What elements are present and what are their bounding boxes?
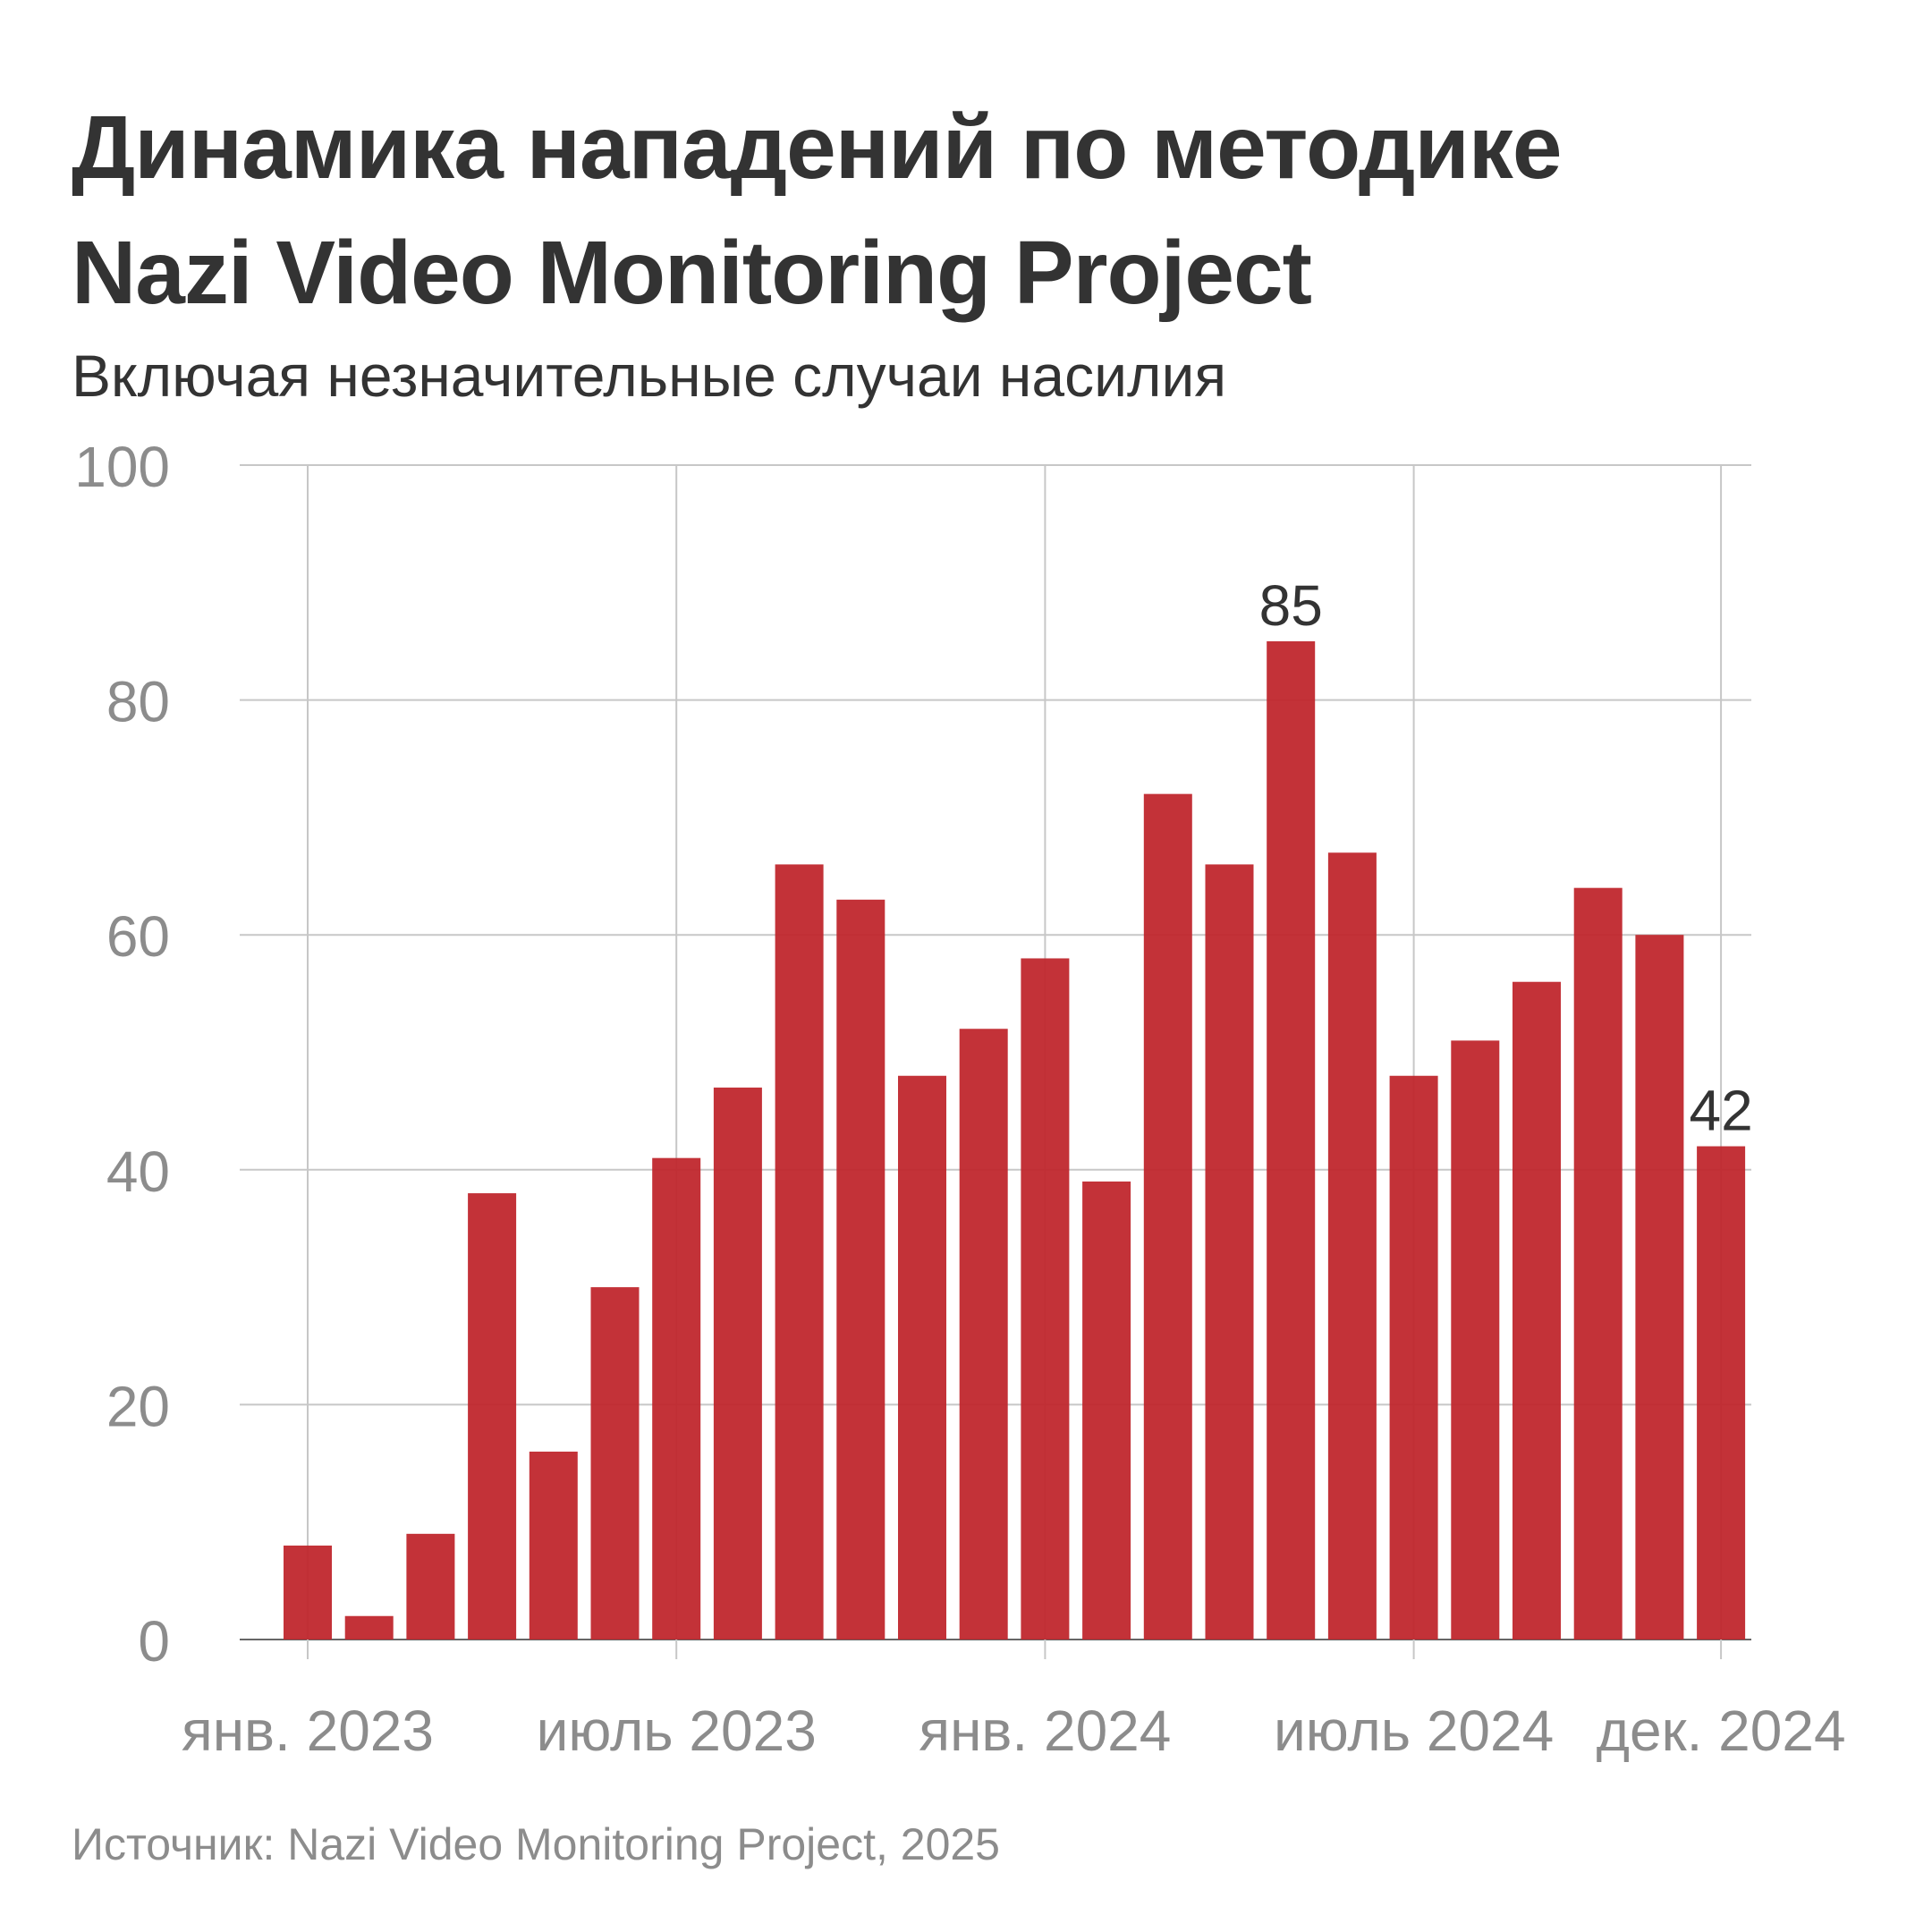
bar xyxy=(1513,981,1561,1640)
bar xyxy=(529,1451,578,1640)
bar xyxy=(959,1029,1008,1640)
bar xyxy=(1573,887,1623,1640)
bar xyxy=(1451,1040,1500,1640)
bar xyxy=(344,1615,394,1640)
chart-title-line1: Динамика нападений по методике xyxy=(72,97,1562,198)
bar xyxy=(898,1075,946,1640)
bar-value-label: 42 xyxy=(1690,1079,1753,1143)
bar xyxy=(1267,640,1316,1640)
y-tick-label: 100 xyxy=(74,435,170,499)
bar xyxy=(1635,935,1684,1640)
bar xyxy=(1021,958,1070,1640)
bar xyxy=(1327,852,1377,1640)
bar xyxy=(406,1533,455,1640)
bar xyxy=(1143,793,1192,1640)
bar xyxy=(1389,1075,1438,1640)
bar xyxy=(590,1287,640,1640)
x-tick-label: янв. 2024 xyxy=(919,1699,1171,1763)
y-tick-label: 40 xyxy=(106,1140,170,1204)
bar xyxy=(284,1545,332,1640)
bar xyxy=(1697,1146,1746,1640)
chart-title: Динамика нападений по методике Nazi Vide… xyxy=(72,85,1878,335)
bar xyxy=(775,864,824,1640)
bar xyxy=(1082,1181,1131,1640)
y-tick-label: 80 xyxy=(106,670,170,734)
y-tick-label: 20 xyxy=(106,1374,170,1438)
bar xyxy=(836,899,886,1640)
bar xyxy=(652,1157,701,1640)
chart-title-line2: Nazi Video Monitoring Project xyxy=(72,223,1312,323)
y-tick-label: 0 xyxy=(138,1609,170,1674)
bar xyxy=(713,1087,762,1640)
bar xyxy=(1205,864,1254,1640)
source-note: Источник: Nazi Video Monitoring Project,… xyxy=(72,1819,1000,1869)
bars-layer xyxy=(284,640,1746,1640)
labels-layer: 0 20 40 60 80 100 янв. 2023 июль 2023 янв. 2024 и… xyxy=(74,435,1845,1763)
x-tick-label: июль 2024 xyxy=(1274,1699,1554,1763)
x-tick-label: дек. 2024 xyxy=(1597,1699,1846,1763)
x-tick-label: июль 2023 xyxy=(537,1699,817,1763)
chart-subtitle: Включая незначительные случаи насилия xyxy=(72,343,1227,409)
bar xyxy=(468,1193,517,1640)
bar-value-label: 85 xyxy=(1259,573,1323,638)
y-tick-label: 60 xyxy=(106,904,170,969)
x-tick-label: янв. 2023 xyxy=(182,1699,434,1763)
